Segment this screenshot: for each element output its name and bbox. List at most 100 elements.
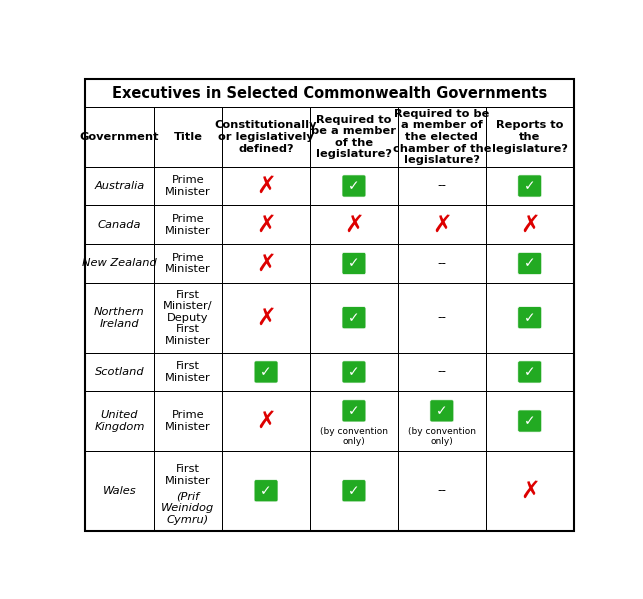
Text: ✓: ✓: [524, 179, 536, 193]
Bar: [86, 167, 154, 205]
Bar: [222, 391, 310, 450]
Bar: [86, 283, 154, 353]
Bar: [154, 391, 222, 450]
Text: Executives in Selected Commonwealth Governments: Executives in Selected Commonwealth Gove…: [112, 86, 547, 101]
Bar: [310, 205, 398, 244]
Text: ✓: ✓: [348, 311, 360, 325]
Bar: [486, 167, 574, 205]
Bar: [86, 167, 154, 205]
Bar: [222, 107, 310, 167]
FancyBboxPatch shape: [430, 400, 454, 422]
Text: Constitutionally
or legislatively
defined?: Constitutionally or legislatively define…: [215, 120, 317, 153]
Text: Australia: Australia: [95, 181, 145, 191]
Bar: [154, 244, 222, 283]
Bar: [154, 450, 222, 531]
Bar: [398, 450, 486, 531]
Text: ✗: ✗: [256, 213, 276, 237]
Bar: [398, 450, 486, 531]
Text: ✓: ✓: [348, 256, 360, 271]
Bar: [86, 107, 154, 167]
Bar: [310, 283, 398, 353]
Bar: [154, 107, 222, 167]
Bar: [486, 283, 574, 353]
Text: Canada: Canada: [98, 220, 141, 230]
Bar: [154, 283, 222, 353]
Bar: [86, 391, 154, 450]
Bar: [310, 167, 398, 205]
Text: Reports to
the
legislature?: Reports to the legislature?: [492, 120, 568, 153]
Bar: [310, 391, 398, 450]
Bar: [154, 107, 222, 167]
Bar: [310, 353, 398, 391]
FancyBboxPatch shape: [342, 480, 366, 502]
Bar: [86, 205, 154, 244]
Text: (by convention
only): (by convention only): [320, 426, 388, 446]
FancyBboxPatch shape: [254, 361, 278, 383]
Bar: [222, 244, 310, 283]
FancyBboxPatch shape: [342, 252, 366, 274]
FancyBboxPatch shape: [518, 361, 541, 383]
Bar: [86, 283, 154, 353]
Text: ✓: ✓: [524, 311, 536, 325]
Bar: [222, 167, 310, 205]
FancyBboxPatch shape: [342, 307, 366, 329]
Bar: [222, 244, 310, 283]
FancyBboxPatch shape: [518, 252, 541, 274]
Bar: [86, 391, 154, 450]
FancyBboxPatch shape: [342, 361, 366, 383]
Bar: [222, 450, 310, 531]
Bar: [310, 353, 398, 391]
Bar: [154, 205, 222, 244]
Bar: [486, 244, 574, 283]
Bar: [398, 107, 486, 167]
Text: New Zealand: New Zealand: [82, 259, 157, 268]
FancyBboxPatch shape: [342, 175, 366, 197]
Bar: [486, 353, 574, 391]
Text: ✗: ✗: [520, 479, 539, 503]
Bar: [398, 167, 486, 205]
Bar: [486, 353, 574, 391]
Text: ✓: ✓: [348, 404, 360, 418]
Bar: [222, 353, 310, 391]
Bar: [154, 353, 222, 391]
Bar: [398, 244, 486, 283]
Text: ✓: ✓: [436, 404, 448, 418]
Bar: [398, 283, 486, 353]
Text: ✓: ✓: [260, 365, 272, 379]
Bar: [86, 205, 154, 244]
Bar: [398, 391, 486, 450]
Bar: [86, 244, 154, 283]
Text: ✓: ✓: [348, 484, 360, 498]
Bar: [222, 205, 310, 244]
Text: First
Minister/
Deputy
First
Minister: First Minister/ Deputy First Minister: [163, 289, 213, 346]
Text: ✗: ✗: [256, 409, 276, 433]
FancyBboxPatch shape: [342, 400, 366, 422]
Bar: [86, 79, 574, 107]
Text: ✓: ✓: [348, 179, 360, 193]
Text: ✗: ✗: [432, 213, 452, 237]
Text: First
Minister: First Minister: [165, 361, 211, 383]
Text: ✓: ✓: [348, 365, 360, 379]
Bar: [398, 107, 486, 167]
Bar: [310, 283, 398, 353]
FancyBboxPatch shape: [518, 410, 541, 432]
Bar: [398, 205, 486, 244]
Bar: [310, 391, 398, 450]
Bar: [222, 450, 310, 531]
Text: Title: Title: [174, 132, 203, 142]
FancyBboxPatch shape: [254, 480, 278, 502]
Bar: [310, 107, 398, 167]
Bar: [154, 167, 222, 205]
Bar: [398, 167, 486, 205]
Text: --: --: [437, 365, 446, 379]
Bar: [486, 205, 574, 244]
Text: (by convention
only): (by convention only): [408, 426, 476, 446]
Bar: [86, 353, 154, 391]
Bar: [154, 205, 222, 244]
Text: ✓: ✓: [524, 414, 536, 428]
Bar: [222, 353, 310, 391]
Text: ✗: ✗: [256, 305, 276, 329]
Bar: [154, 283, 222, 353]
Bar: [86, 450, 154, 531]
Text: Northern
Ireland: Northern Ireland: [94, 307, 145, 328]
